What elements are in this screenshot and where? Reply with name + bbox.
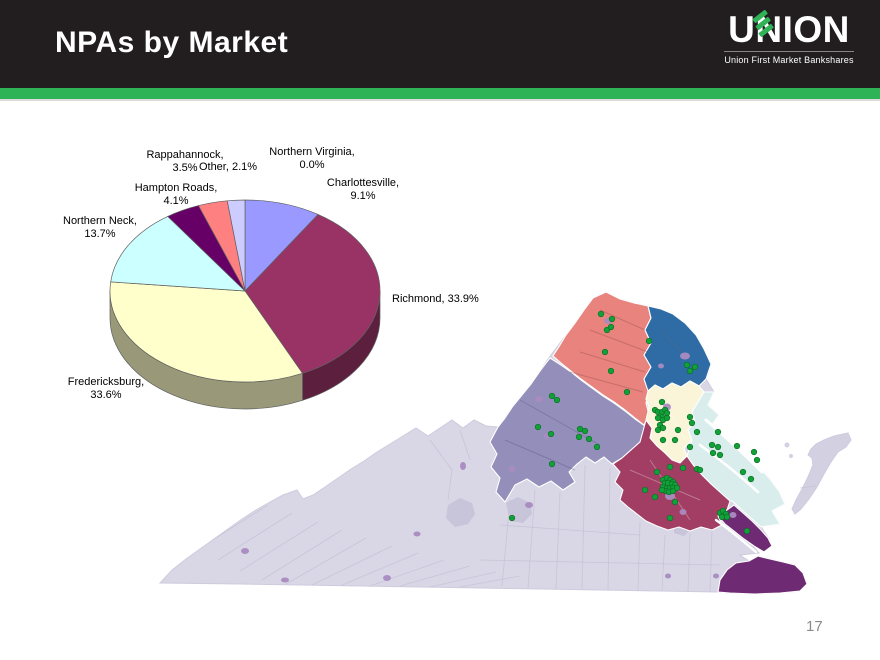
accent-stripe [0, 88, 880, 99]
logo-tagline: Union First Market Bankshares [724, 51, 854, 65]
region-charlottesville [489, 357, 649, 503]
union-logo: UNION Union First Market Bankshares [724, 10, 854, 65]
city-patches [241, 318, 737, 583]
pie-label-northern-virginia: Northern Virginia, 0.0% [269, 146, 355, 171]
region-richmond [612, 419, 731, 532]
county-shaded [446, 498, 475, 527]
branch-dots [508, 310, 761, 535]
page-number: 17 [806, 618, 823, 635]
pie-label-richmond: Richmond, 33.9% [392, 293, 479, 305]
island [784, 442, 790, 448]
river [714, 518, 758, 554]
pie-label-fredericksburg: Fredericksburg, 33.6% [67, 376, 145, 401]
header-bar: NPAs by Market UNION Union First Market … [0, 0, 880, 88]
eastern-shore-county-line [799, 485, 817, 489]
pie-label-hampton-roads: Hampton Roads, 4.1% [134, 182, 218, 207]
pie-label-northern-neck: Northern Neck, 13.7% [63, 215, 137, 240]
region-hampton-roads-southside [717, 555, 808, 595]
island [789, 454, 793, 458]
page-title: NPAs by Market [55, 26, 289, 59]
river [704, 418, 764, 474]
pie-label-charlottesville: Charlottesville, 9.1% [326, 177, 400, 202]
pie-slices [109, 199, 381, 410]
pie-label-rappahannock: Rappahannock, 3.5% [146, 149, 224, 174]
pie-label-other: Other, 2.1% [198, 161, 258, 173]
river [698, 443, 760, 494]
logo-brand-text: UNION [728, 9, 850, 50]
eastern-shore [791, 432, 852, 515]
